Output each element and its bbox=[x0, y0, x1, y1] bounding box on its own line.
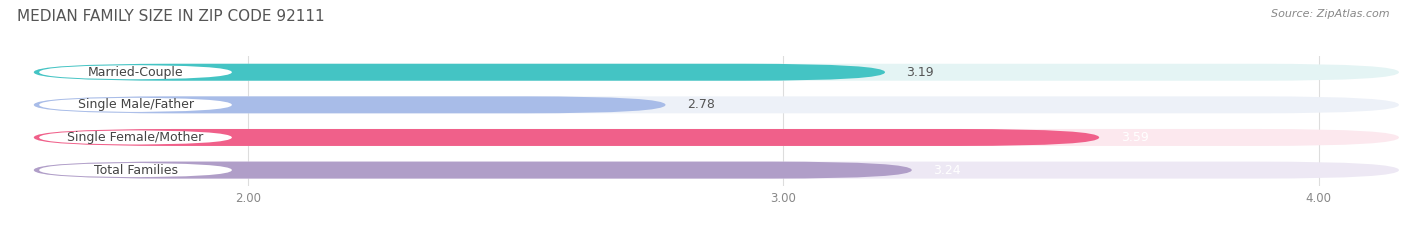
FancyBboxPatch shape bbox=[39, 98, 232, 112]
Text: Single Female/Mother: Single Female/Mother bbox=[67, 131, 204, 144]
Text: 2.78: 2.78 bbox=[688, 98, 714, 111]
Text: Married-Couple: Married-Couple bbox=[87, 66, 183, 79]
FancyBboxPatch shape bbox=[34, 129, 1399, 146]
Text: MEDIAN FAMILY SIZE IN ZIP CODE 92111: MEDIAN FAMILY SIZE IN ZIP CODE 92111 bbox=[17, 9, 325, 24]
FancyBboxPatch shape bbox=[34, 96, 1399, 113]
Text: 3.59: 3.59 bbox=[1121, 131, 1149, 144]
FancyBboxPatch shape bbox=[34, 64, 1399, 81]
FancyBboxPatch shape bbox=[34, 162, 911, 178]
FancyBboxPatch shape bbox=[39, 65, 232, 79]
Text: 3.19: 3.19 bbox=[907, 66, 934, 79]
FancyBboxPatch shape bbox=[34, 162, 1399, 178]
Text: Source: ZipAtlas.com: Source: ZipAtlas.com bbox=[1271, 9, 1389, 19]
FancyBboxPatch shape bbox=[39, 163, 232, 177]
FancyBboxPatch shape bbox=[34, 64, 884, 81]
FancyBboxPatch shape bbox=[34, 96, 665, 113]
Text: Total Families: Total Families bbox=[94, 164, 177, 177]
Text: 3.24: 3.24 bbox=[934, 164, 960, 177]
Text: Single Male/Father: Single Male/Father bbox=[77, 98, 194, 111]
FancyBboxPatch shape bbox=[39, 130, 232, 145]
FancyBboxPatch shape bbox=[34, 129, 1099, 146]
